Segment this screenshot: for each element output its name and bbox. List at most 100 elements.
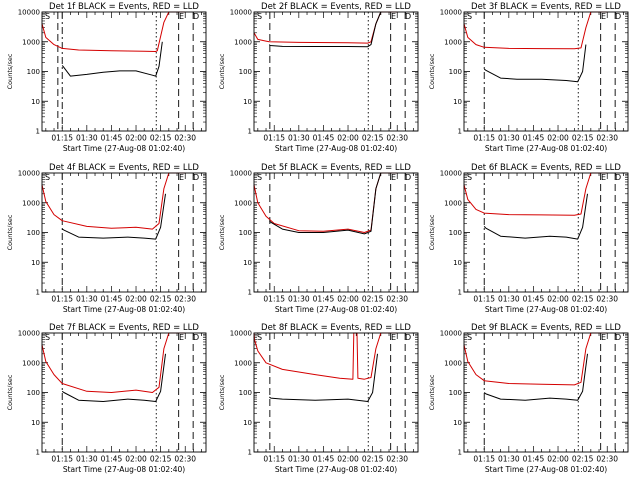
marker-label-D: D bbox=[615, 173, 621, 182]
y-tick-label: 100 bbox=[239, 68, 252, 76]
x-tick-label: 01:15 bbox=[473, 455, 495, 464]
marker-label-S: S bbox=[45, 173, 50, 182]
marker-label-D: D bbox=[405, 333, 411, 342]
marker-label-D: D bbox=[405, 12, 411, 21]
x-tick-label: 02:00 bbox=[125, 455, 147, 464]
x-tick-label: 02:15 bbox=[572, 295, 594, 304]
x-tick-label: 02:15 bbox=[150, 455, 172, 464]
plot-frame bbox=[463, 332, 629, 453]
y-tick-label: 10 bbox=[453, 98, 462, 106]
marker-label-D: D bbox=[615, 12, 621, 21]
y-tick-label: 1 bbox=[36, 449, 40, 457]
x-axis-label: Start Time (27-Aug-08 01:02:40) bbox=[485, 305, 607, 314]
x-tick-label: 01:30 bbox=[498, 134, 520, 143]
x-tick-label: 01:15 bbox=[263, 295, 285, 304]
x-tick-label: 02:15 bbox=[572, 455, 594, 464]
y-tick-label: 1000 bbox=[444, 199, 462, 207]
x-tick-label: 01:30 bbox=[76, 295, 98, 304]
plot-frame bbox=[463, 11, 629, 132]
chart-title: Det 5f BLACK = Events, RED = LLD bbox=[261, 163, 411, 173]
lld-rate-line bbox=[253, 11, 398, 44]
x-tick-label: 01:15 bbox=[51, 134, 73, 143]
lld-rate-line bbox=[41, 332, 186, 393]
x-axis-label: Start Time (27-Aug-08 01:02:40) bbox=[275, 465, 397, 474]
y-tick-label: 10 bbox=[243, 419, 252, 427]
x-tick-label: 02:15 bbox=[150, 134, 172, 143]
x-axis-label: Start Time (27-Aug-08 01:02:40) bbox=[63, 144, 185, 153]
plot-frame bbox=[463, 172, 629, 293]
x-tick-label: 02:00 bbox=[337, 134, 359, 143]
x-tick-label: 01:45 bbox=[101, 455, 123, 464]
x-tick-label: 01:45 bbox=[101, 134, 123, 143]
chart-panel-3: Det 3f BLACK = Events, RED = LLD Counts/s… bbox=[428, 2, 629, 153]
x-tick-label: 02:00 bbox=[337, 455, 359, 464]
marker-label-S: S bbox=[467, 333, 472, 342]
marker-label-E: E bbox=[179, 333, 184, 342]
lld-rate-line bbox=[41, 11, 186, 52]
x-tick-label: 01:30 bbox=[288, 295, 310, 304]
x-tick-label: 01:45 bbox=[523, 455, 545, 464]
x-tick-label: 02:30 bbox=[174, 295, 196, 304]
marker-label-S: S bbox=[467, 173, 472, 182]
x-tick-label: 01:30 bbox=[76, 455, 98, 464]
y-axis-label: Counts/sec bbox=[428, 374, 436, 410]
y-tick-label: 1000 bbox=[234, 359, 252, 367]
chart-title: Det 7f BLACK = Events, RED = LLD bbox=[49, 323, 199, 333]
y-tick-label: 10000 bbox=[18, 170, 40, 178]
y-tick-label: 1 bbox=[36, 289, 40, 297]
y-tick-label: 100 bbox=[239, 389, 252, 397]
y-tick-label: 1 bbox=[248, 128, 252, 136]
chart-panel-8: Det 8f BLACK = Events, RED = LLD Counts/s… bbox=[218, 323, 419, 474]
marker-label-D: D bbox=[405, 173, 411, 182]
x-tick-label: 01:45 bbox=[101, 295, 123, 304]
y-axis-label: Counts/sec bbox=[6, 214, 14, 250]
plot-frame bbox=[253, 172, 419, 293]
y-tick-label: 10000 bbox=[440, 9, 462, 17]
chart-panel-7: Det 7f BLACK = Events, RED = LLD Counts/s… bbox=[6, 323, 207, 474]
marker-label-E: E bbox=[601, 12, 606, 21]
marker-label-D: D bbox=[193, 333, 199, 342]
y-tick-label: 100 bbox=[449, 68, 462, 76]
x-tick-label: 02:15 bbox=[362, 295, 384, 304]
x-tick-label: 02:15 bbox=[362, 455, 384, 464]
marker-label-D: D bbox=[615, 333, 621, 342]
y-tick-label: 100 bbox=[27, 68, 40, 76]
y-tick-label: 1000 bbox=[22, 359, 40, 367]
y-tick-label: 1 bbox=[458, 289, 462, 297]
y-tick-label: 1000 bbox=[234, 199, 252, 207]
y-axis-label: Counts/sec bbox=[218, 53, 226, 89]
event-rate-line bbox=[268, 11, 382, 48]
x-tick-label: 01:15 bbox=[51, 295, 73, 304]
marker-label-E: E bbox=[601, 333, 606, 342]
y-tick-label: 1 bbox=[458, 128, 462, 136]
y-tick-label: 100 bbox=[27, 229, 40, 237]
event-rate-line bbox=[483, 193, 588, 240]
x-axis-label: Start Time (27-Aug-08 01:02:40) bbox=[485, 144, 607, 153]
lld-rate-line bbox=[253, 172, 398, 233]
marker-label-E: E bbox=[391, 12, 396, 21]
chart-panel-9: Det 9f BLACK = Events, RED = LLD Counts/s… bbox=[428, 323, 629, 474]
chart-title: Det 1f BLACK = Events, RED = LLD bbox=[49, 2, 199, 12]
event-rate-line bbox=[61, 353, 166, 402]
y-tick-label: 10000 bbox=[230, 9, 252, 17]
x-tick-label: 02:30 bbox=[386, 134, 408, 143]
y-tick-label: 10000 bbox=[18, 330, 40, 338]
x-tick-label: 01:45 bbox=[523, 134, 545, 143]
y-tick-label: 10000 bbox=[440, 170, 462, 178]
x-tick-label: 02:30 bbox=[596, 455, 618, 464]
x-tick-label: 02:00 bbox=[547, 295, 569, 304]
x-tick-label: 02:30 bbox=[386, 295, 408, 304]
x-tick-label: 01:15 bbox=[263, 134, 285, 143]
x-tick-label: 02:15 bbox=[150, 295, 172, 304]
chart-panel-6: Det 6f BLACK = Events, RED = LLD Counts/s… bbox=[428, 163, 629, 314]
x-tick-label: 01:30 bbox=[498, 295, 520, 304]
y-axis-label: Counts/sec bbox=[428, 214, 436, 250]
chart-title: Det 8f BLACK = Events, RED = LLD bbox=[261, 323, 411, 333]
plot-frame bbox=[41, 11, 207, 132]
y-tick-label: 1 bbox=[36, 128, 40, 136]
x-tick-label: 01:15 bbox=[263, 455, 285, 464]
y-tick-label: 1000 bbox=[444, 359, 462, 367]
plot-frame bbox=[253, 332, 419, 453]
x-tick-label: 01:45 bbox=[313, 295, 335, 304]
x-axis-label: Start Time (27-Aug-08 01:02:40) bbox=[275, 144, 397, 153]
